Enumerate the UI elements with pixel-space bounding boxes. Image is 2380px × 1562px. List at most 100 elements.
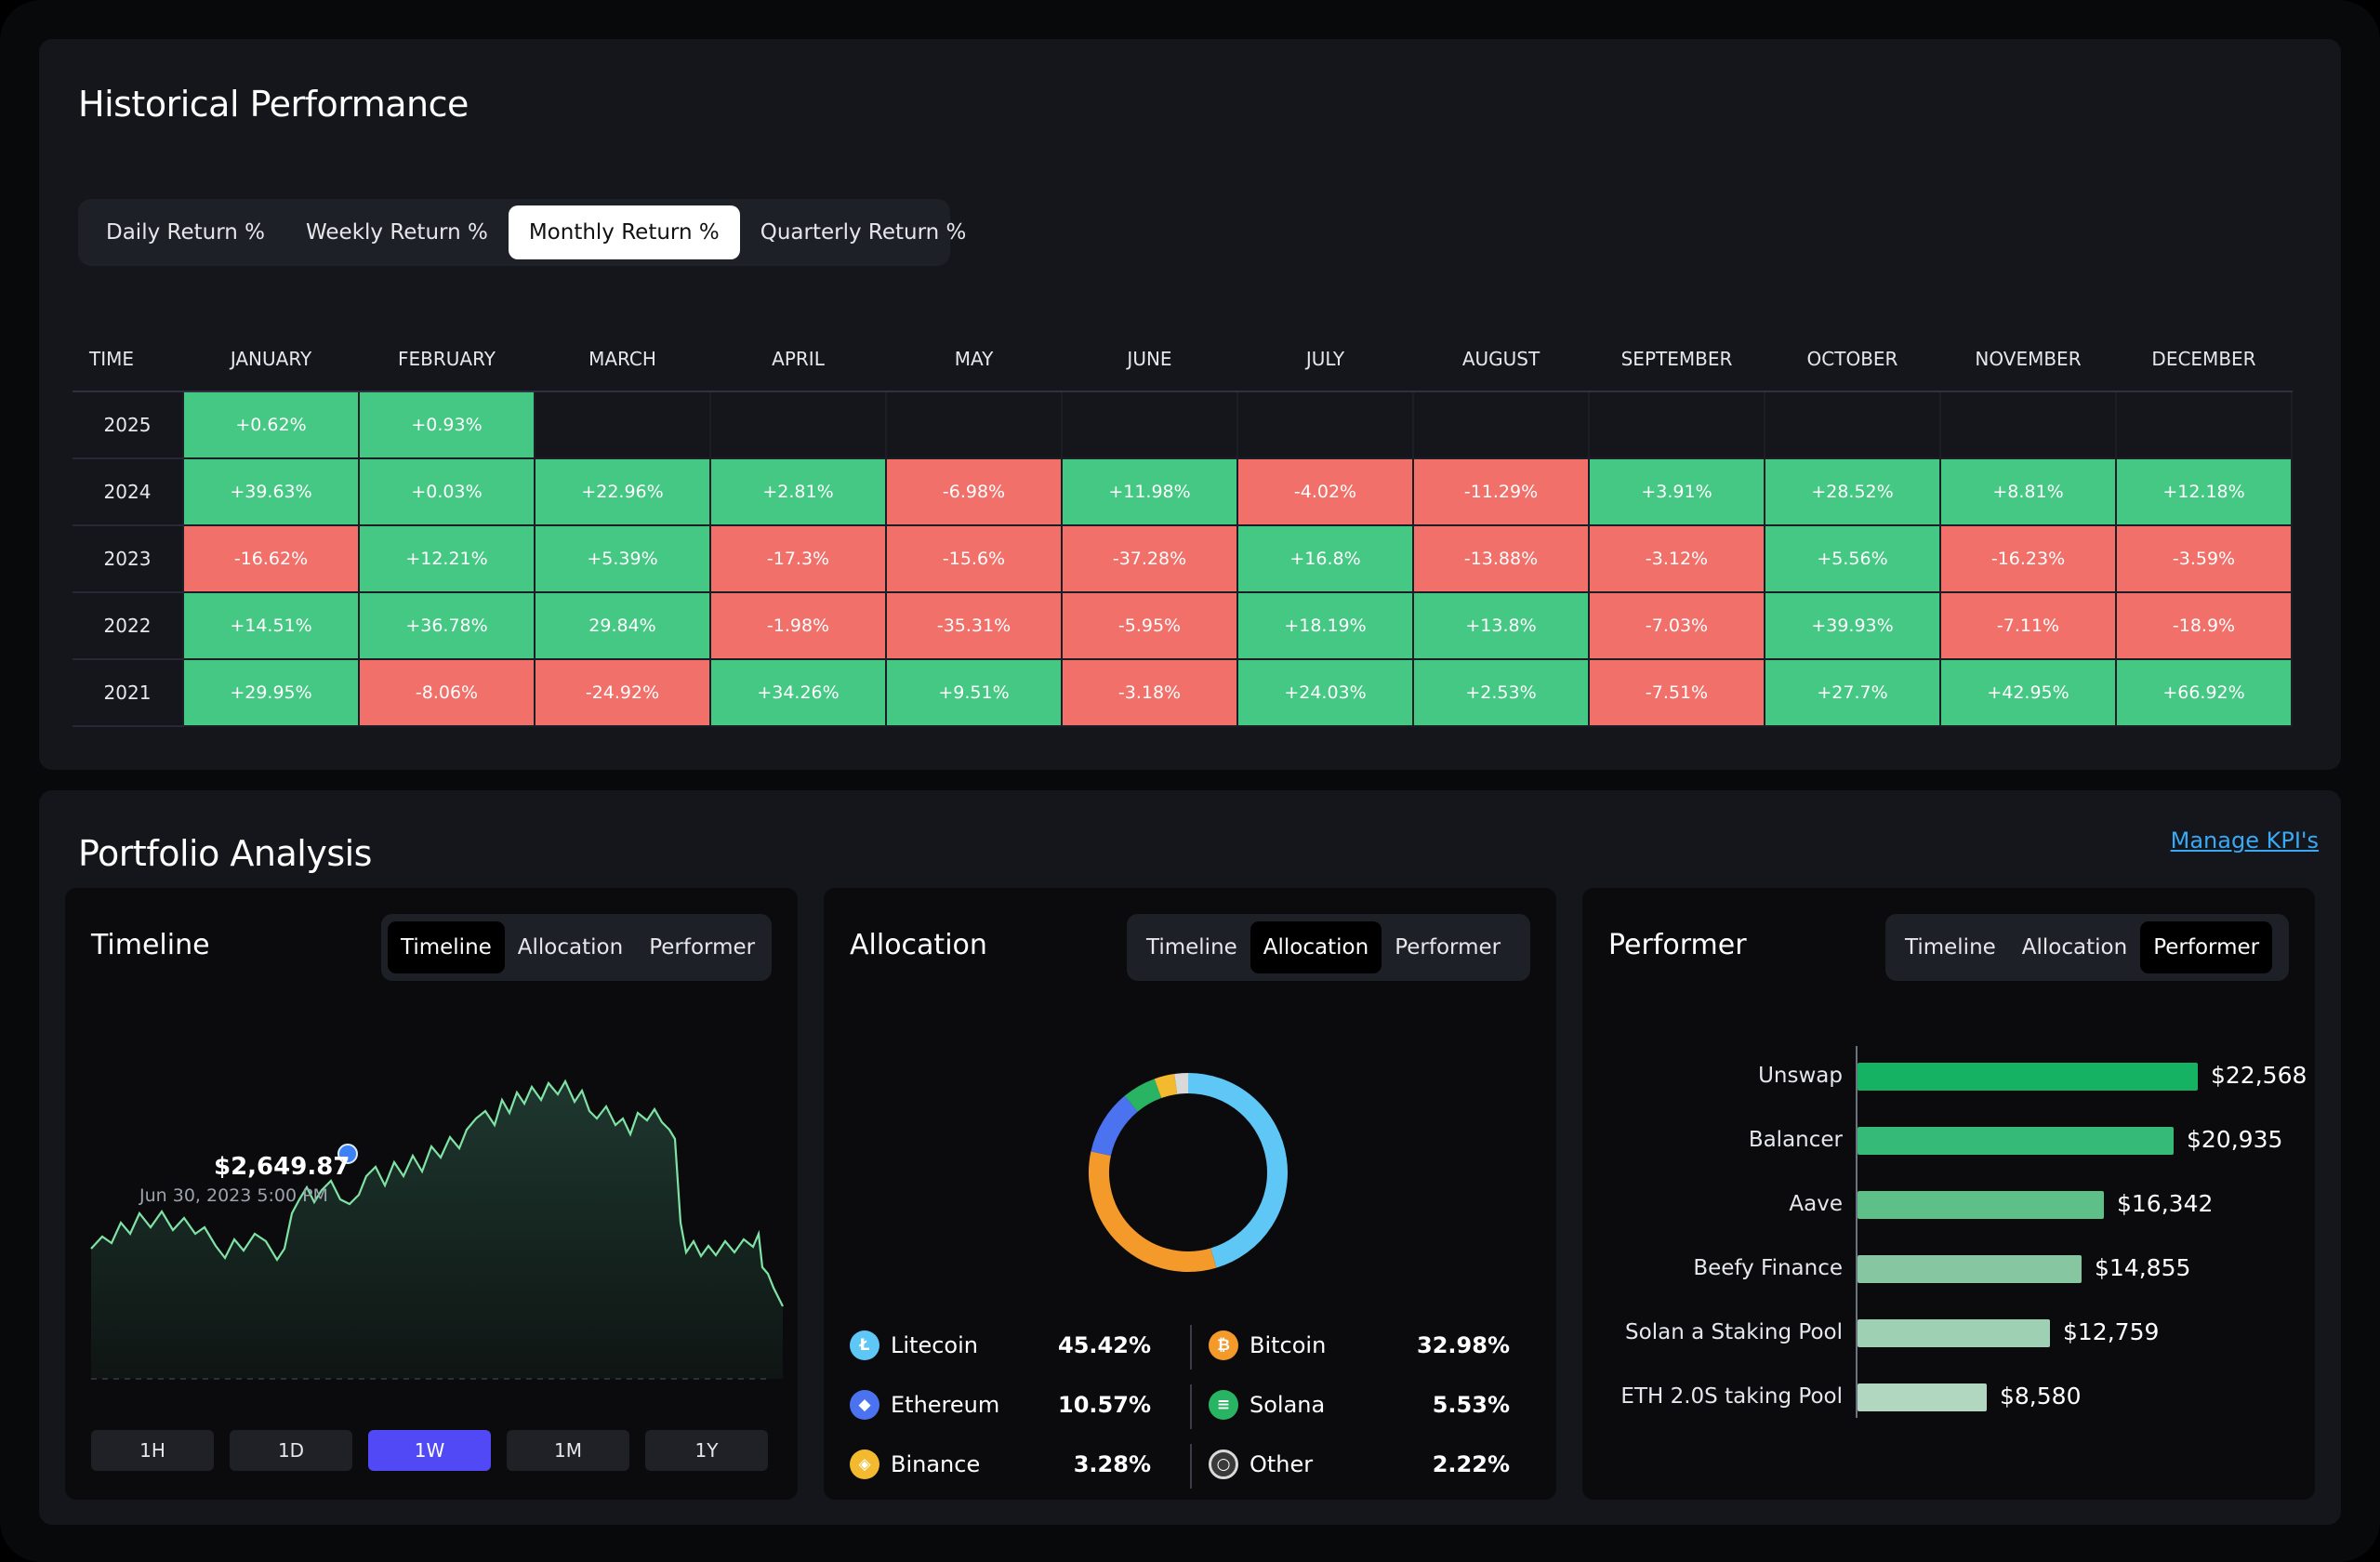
performer-label-beefy-finance: Beefy Finance bbox=[1693, 1256, 1843, 1280]
legend-percent: 32.98% bbox=[1417, 1332, 1510, 1358]
column-header-time: TIME bbox=[73, 327, 183, 392]
legend-item-ethereum: ◆ Ethereum bbox=[850, 1390, 999, 1420]
allocation-panel-title: Allocation bbox=[850, 929, 987, 961]
allocation-tab-allocation[interactable]: Allocation bbox=[1250, 921, 1382, 973]
monthly-returns-table: TIME JANUARY FEBRUARY MARCH APRIL MAY JUNE JULY… bbox=[73, 327, 2293, 727]
return-cell: +9.51% bbox=[885, 658, 1063, 727]
return-cell: -16.62% bbox=[182, 524, 360, 593]
legend-label: Bitcoin bbox=[1250, 1332, 1327, 1358]
tab-monthly-return[interactable]: Monthly Return % bbox=[508, 205, 740, 259]
allocation-tab-performer[interactable]: Performer bbox=[1395, 935, 1501, 960]
donut-slice-solana[interactable] bbox=[1124, 1079, 1162, 1112]
column-header-april: APRIL bbox=[710, 327, 886, 392]
allocation-tab-timeline[interactable]: Timeline bbox=[1146, 935, 1237, 960]
return-cell: -16.23% bbox=[1939, 524, 2117, 593]
timeline-tab-performer[interactable]: Performer bbox=[649, 935, 756, 960]
legend-item-litecoin: Ł Litecoin bbox=[850, 1330, 978, 1360]
performer-tab-performer[interactable]: Performer bbox=[2140, 921, 2273, 973]
legend-label: Ethereum bbox=[891, 1392, 1000, 1418]
legend-divider bbox=[1190, 1444, 1192, 1489]
timeline-panel-title: Timeline bbox=[91, 929, 210, 961]
return-cell: +2.81% bbox=[709, 457, 887, 526]
legend-label: Solana bbox=[1250, 1392, 1326, 1418]
return-cell: -3.18% bbox=[1061, 658, 1238, 727]
performer-value: $22,568 bbox=[2211, 1062, 2307, 1089]
donut-slice-litecoin[interactable] bbox=[1187, 1073, 1288, 1268]
year-cell: 2023 bbox=[73, 525, 183, 593]
donut-slice-bitcoin[interactable] bbox=[1089, 1151, 1217, 1272]
table-header-row: TIME JANUARY FEBRUARY MARCH APRIL MAY JUNE JULY… bbox=[73, 327, 2292, 392]
return-cell: +0.62% bbox=[182, 390, 360, 459]
timeline-area bbox=[91, 1081, 783, 1379]
donut-slice-binance[interactable] bbox=[1154, 1074, 1178, 1099]
performer-bar-solan-a-staking-pool[interactable] bbox=[1858, 1319, 2050, 1347]
range-button-1h[interactable]: 1H bbox=[91, 1430, 214, 1471]
legend-label: Litecoin bbox=[891, 1332, 978, 1358]
donut-slice-other[interactable] bbox=[1174, 1073, 1189, 1094]
return-cell: -3.59% bbox=[2115, 524, 2293, 593]
allocation-donut-chart bbox=[1089, 1073, 1288, 1272]
performer-label-eth-2-0s-taking-pool: ETH 2.0S taking Pool bbox=[1620, 1384, 1843, 1409]
performer-label-balancer: Balancer bbox=[1748, 1128, 1843, 1152]
performer-bar-balancer[interactable] bbox=[1858, 1127, 2174, 1155]
range-button-1w[interactable]: 1W bbox=[368, 1430, 491, 1471]
column-header-january: JANUARY bbox=[183, 327, 359, 392]
legend-item-solana: ≡ Solana bbox=[1209, 1390, 1325, 1420]
table-row: 2024 +39.63% +0.03% +22.96% +2.81% -6.98% +11.… bbox=[73, 457, 2293, 526]
manage-kpis-link[interactable]: Manage KPI's bbox=[2170, 827, 2319, 854]
column-header-september: SEPTEMBER bbox=[1589, 327, 1765, 392]
range-button-1d[interactable]: 1D bbox=[230, 1430, 352, 1471]
return-cell: +8.81% bbox=[1939, 457, 2117, 526]
return-cell: -15.6% bbox=[885, 524, 1063, 593]
donut-slice-ethereum[interactable] bbox=[1091, 1095, 1138, 1157]
performer-bar-beefy-finance[interactable] bbox=[1858, 1255, 2082, 1283]
return-cell: -4.02% bbox=[1236, 457, 1414, 526]
timeline-chart bbox=[90, 1079, 784, 1380]
legend-divider bbox=[1190, 1384, 1192, 1429]
timeline-marker-dot[interactable] bbox=[337, 1144, 358, 1164]
tab-daily-return[interactable]: Daily Return % bbox=[106, 220, 265, 245]
performer-bar-unswap[interactable] bbox=[1858, 1063, 2198, 1091]
return-cell bbox=[885, 390, 1063, 459]
performer-bar-aave[interactable] bbox=[1858, 1191, 2104, 1219]
return-cell: -7.11% bbox=[1939, 591, 2117, 660]
performer-label-unswap: Unswap bbox=[1758, 1064, 1843, 1088]
performer-tab-timeline[interactable]: Timeline bbox=[1905, 935, 1996, 960]
other-icon: ○ bbox=[1209, 1449, 1238, 1479]
historical-performance-card: Historical Performance Daily Return % Wee… bbox=[39, 39, 2341, 770]
return-cell: +24.03% bbox=[1236, 658, 1414, 727]
tab-quarterly-return[interactable]: Quarterly Return % bbox=[760, 220, 967, 245]
return-cell: +36.78% bbox=[358, 591, 536, 660]
legend-percent: 45.42% bbox=[1058, 1332, 1151, 1358]
binance-icon: ◈ bbox=[850, 1449, 879, 1479]
return-cell: -18.9% bbox=[2115, 591, 2293, 660]
tab-weekly-return[interactable]: Weekly Return % bbox=[306, 220, 488, 245]
timeline-tab-timeline[interactable]: Timeline bbox=[388, 921, 505, 973]
return-cell bbox=[709, 390, 887, 459]
allocation-panel-tabs: Timeline Allocation Performer bbox=[1127, 914, 1530, 981]
return-cell bbox=[1588, 390, 1765, 459]
range-button-1y[interactable]: 1Y bbox=[645, 1430, 768, 1471]
return-cell: +12.21% bbox=[358, 524, 536, 593]
legend-label: Binance bbox=[891, 1451, 981, 1477]
return-cell: -24.92% bbox=[534, 658, 711, 727]
column-header-november: NOVEMBER bbox=[1940, 327, 2116, 392]
historical-performance-title: Historical Performance bbox=[78, 84, 469, 125]
timeline-tab-allocation[interactable]: Allocation bbox=[517, 935, 624, 960]
return-cell: -13.88% bbox=[1412, 524, 1590, 593]
return-cell: -35.31% bbox=[885, 591, 1063, 660]
table-row: 2021 +29.95% -8.06% -24.92% +34.26% +9.51% -3.… bbox=[73, 658, 2293, 727]
legend-percent: 10.57% bbox=[1058, 1392, 1151, 1418]
return-cell: -5.95% bbox=[1061, 591, 1238, 660]
return-cell: +11.98% bbox=[1061, 457, 1238, 526]
range-button-1m[interactable]: 1M bbox=[507, 1430, 629, 1471]
return-cell: +3.91% bbox=[1588, 457, 1765, 526]
timeline-tooltip-date: Jun 30, 2023 5:00 PM bbox=[139, 1185, 328, 1206]
solana-icon: ≡ bbox=[1209, 1390, 1238, 1420]
year-cell: 2024 bbox=[73, 458, 183, 526]
performer-tab-allocation[interactable]: Allocation bbox=[2021, 935, 2128, 960]
performer-bar-eth-2-0s-taking-pool[interactable] bbox=[1858, 1383, 1987, 1411]
return-cell: +2.53% bbox=[1412, 658, 1590, 727]
return-cell: +28.52% bbox=[1764, 457, 1941, 526]
